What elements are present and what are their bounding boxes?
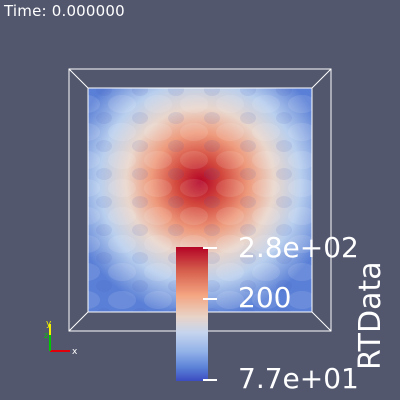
scalar-bar-tick-min: [203, 379, 217, 381]
scalar-bar-tick-max: [203, 247, 217, 249]
scalar-bar-label-min: 7.7e+01: [238, 362, 359, 395]
scalar-bar-tick-mid: [203, 298, 217, 300]
axis-y-label: y: [46, 319, 52, 329]
scalar-bar-title: RTData: [353, 261, 388, 370]
time-annotation: Time: 0.000000: [4, 2, 125, 20]
scalar-bar-gradient: [176, 247, 208, 381]
axis-z-label: z: [44, 331, 48, 340]
orientation-axes[interactable]: y x z: [44, 319, 78, 357]
scalar-bar[interactable]: [176, 247, 208, 381]
scalar-bar-label-max: 2.8e+02: [238, 231, 359, 264]
scalar-bar-label-mid: 200: [238, 281, 292, 314]
axis-x-label: x: [72, 347, 78, 357]
